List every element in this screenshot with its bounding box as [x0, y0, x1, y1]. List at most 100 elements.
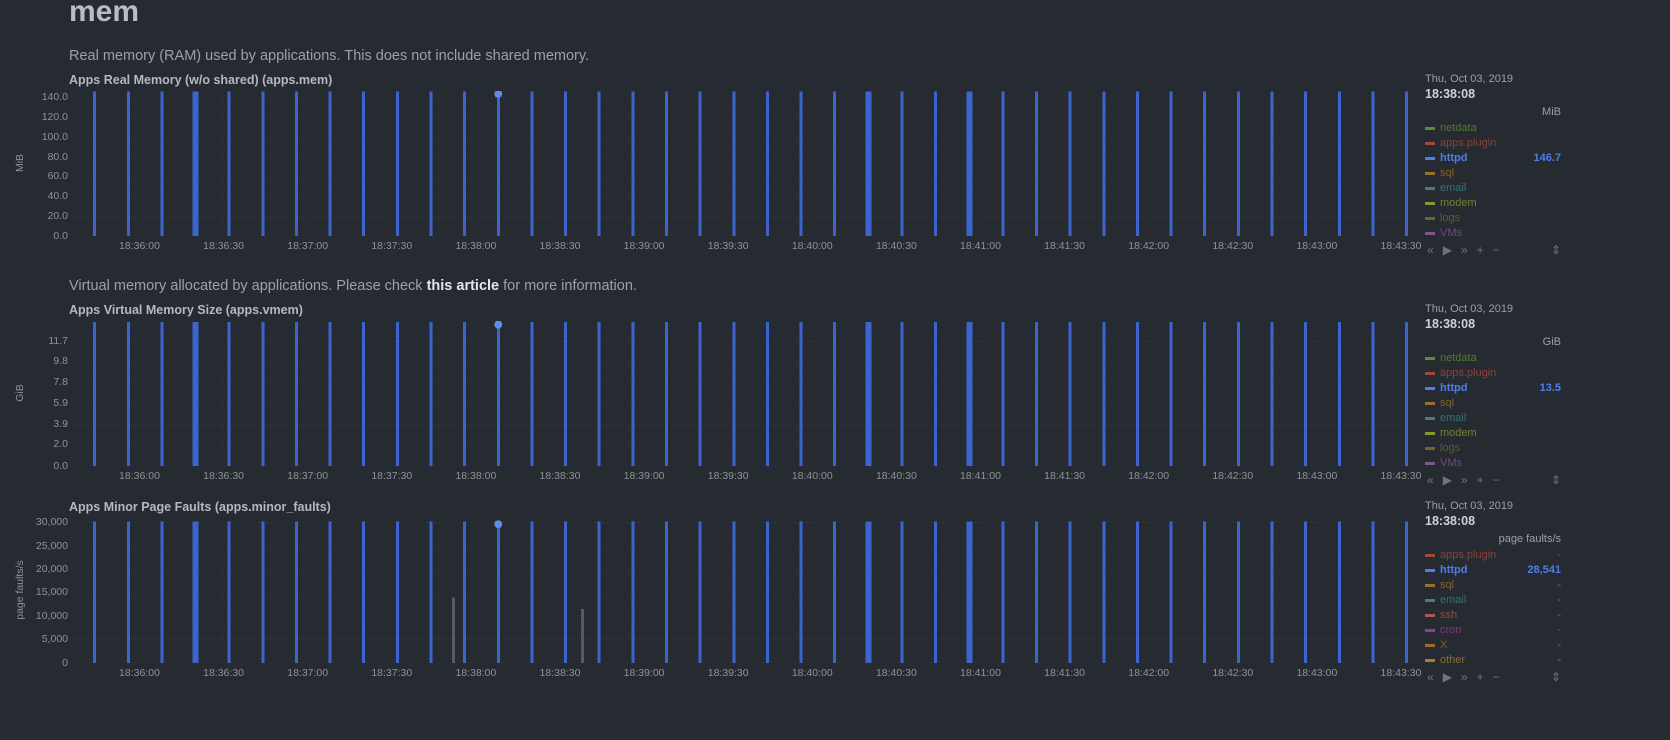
chart-plot-area[interactable]	[75, 320, 1415, 466]
y-axis-label-text: MiB	[14, 153, 26, 173]
x-tick-label: 18:36:00	[119, 469, 160, 482]
description-link[interactable]: this article	[426, 277, 500, 294]
y-axis-label: GiB	[10, 321, 30, 466]
play-icon[interactable]: ▶	[1442, 472, 1452, 487]
x-tick-label: 18:36:30	[203, 469, 244, 482]
y-tick-label: 120.0	[41, 111, 68, 124]
legend-color-swatch	[1425, 431, 1435, 435]
legend-color-swatch	[1425, 628, 1435, 632]
x-tick-label: 18:40:30	[875, 469, 917, 482]
legend-color-swatch	[1425, 371, 1435, 375]
pan-backward-icon[interactable]: «	[1427, 242, 1434, 257]
legend-item-apps-plugin[interactable]: apps.plugin	[1425, 367, 1561, 380]
legend-item-other[interactable]: other -	[1425, 654, 1561, 667]
legend-dimension-value: -	[1557, 639, 1561, 652]
legend-dimension-name: email	[1440, 182, 1467, 195]
zoom-out-icon[interactable]: −	[1492, 242, 1500, 257]
legend-color-swatch	[1425, 216, 1435, 220]
legend-dimension-name: httpd	[1440, 152, 1468, 165]
zoom-in-icon[interactable]: +	[1476, 669, 1484, 684]
legend-item-netdata[interactable]: netdata	[1425, 122, 1561, 135]
x-tick-label: 18:37:00	[287, 469, 329, 482]
chart-description-apps-mem: Real memory (RAM) used by applications. …	[69, 48, 1670, 64]
legend-items: apps.plugin - httpd 28,541 sql - email - ssh - cro…	[1425, 549, 1561, 667]
legend-item-x[interactable]: X-	[1425, 639, 1561, 652]
legend-dimension-value: 13.5	[1539, 382, 1561, 395]
x-tick-label: 18:42:00	[1128, 239, 1170, 252]
legend-item-apps-plugin[interactable]: apps.plugin	[1425, 137, 1561, 150]
legend-date: Thu, Oct 03, 2019	[1425, 499, 1514, 512]
legend-item-modem[interactable]: modem	[1425, 427, 1561, 440]
legend-item-sql[interactable]: sql	[1425, 167, 1561, 180]
legend-item-cron[interactable]: cron -	[1425, 624, 1561, 637]
legend-item-vms[interactable]: VMs	[1425, 457, 1561, 470]
legend-dimension-name: netdata	[1440, 122, 1477, 135]
legend-item-ssh[interactable]: ssh -	[1425, 609, 1561, 622]
x-tick-label: 18:43:00	[1296, 666, 1338, 679]
resize-handle-icon[interactable]: ⇕	[1550, 669, 1561, 684]
x-tick-label: 18:40:00	[791, 666, 833, 679]
pan-forward-icon[interactable]: »	[1460, 669, 1468, 684]
x-tick-label: 18:42:00	[1128, 469, 1170, 482]
x-axis-ticks: 18:36:00 18:36:30 18:37:00 18:37:30 18:38:00…	[75, 663, 1421, 685]
legend-color-swatch	[1425, 126, 1435, 130]
legend-item-httpd[interactable]: httpd 146.7	[1425, 152, 1561, 165]
resize-handle-icon[interactable]: ⇕	[1550, 242, 1561, 257]
resize-handle-icon[interactable]: ⇕	[1550, 472, 1561, 487]
zoom-in-icon[interactable]: +	[1476, 472, 1484, 487]
chart-canvas[interactable]	[75, 517, 1415, 663]
x-tick-label: 18:39:30	[707, 666, 749, 679]
legend-dimension-name: httpd	[1440, 382, 1468, 395]
legend-item-httpd[interactable]: httpd 13.5	[1425, 382, 1561, 395]
pan-backward-icon[interactable]: «	[1427, 669, 1434, 684]
zoom-out-icon[interactable]: −	[1492, 472, 1500, 487]
chart-legend: Thu, Oct 03, 2019 18:38:08 MiB netdata ap…	[1415, 73, 1565, 258]
legend-dimension-name: VMs	[1440, 227, 1462, 240]
legend-item-apps-plugin[interactable]: apps.plugin -	[1425, 549, 1561, 562]
x-tick-label: 18:38:30	[539, 239, 581, 252]
x-tick-label: 18:40:00	[791, 469, 833, 482]
pan-forward-icon[interactable]: »	[1460, 242, 1468, 257]
legend-dimension-value: -	[1557, 594, 1561, 607]
legend-color-swatch	[1425, 401, 1435, 405]
x-tick-label: 18:39:30	[707, 239, 749, 252]
x-tick-label: 18:38:00	[455, 239, 497, 252]
chart-canvas[interactable]	[75, 90, 1415, 236]
x-axis-ticks: 18:36:00 18:36:30 18:37:00 18:37:30 18:38:00…	[75, 236, 1421, 258]
y-tick-label: 40.0	[47, 190, 68, 203]
legend-color-swatch	[1425, 231, 1435, 235]
legend-dimension-name: VMs	[1440, 457, 1462, 470]
y-tick-label: 100.0	[41, 130, 68, 143]
x-tick-label: 18:39:00	[623, 666, 665, 679]
legend-item-email[interactable]: email	[1425, 412, 1561, 425]
chart-toolbar: « ▶ » + − ⇕	[1425, 474, 1561, 488]
legend-item-logs[interactable]: logs	[1425, 212, 1561, 225]
pan-backward-icon[interactable]: «	[1427, 472, 1434, 487]
legend-color-swatch	[1425, 613, 1435, 617]
legend-item-httpd[interactable]: httpd 28,541	[1425, 564, 1561, 577]
legend-color-swatch	[1425, 386, 1435, 390]
play-icon[interactable]: ▶	[1442, 242, 1452, 257]
legend-item-logs[interactable]: logs	[1425, 442, 1561, 455]
legend-item-email[interactable]: email -	[1425, 594, 1561, 607]
x-tick-label: 18:36:30	[203, 239, 244, 252]
zoom-out-icon[interactable]: −	[1492, 669, 1500, 684]
legend-item-modem[interactable]: modem	[1425, 197, 1561, 210]
legend-item-sql[interactable]: sql -	[1425, 579, 1561, 592]
x-axis-ticks: 18:36:00 18:36:30 18:37:00 18:37:30 18:38:00…	[75, 466, 1421, 488]
play-icon[interactable]: ▶	[1442, 669, 1452, 684]
chart-plot-area[interactable]	[75, 517, 1415, 663]
legend-item-vms[interactable]: VMs	[1425, 227, 1561, 240]
y-tick-label: 25,000	[35, 539, 68, 552]
x-tick-label: 18:40:00	[791, 239, 833, 252]
legend-color-swatch	[1425, 553, 1435, 557]
chart-canvas[interactable]	[75, 320, 1415, 466]
pan-forward-icon[interactable]: »	[1460, 472, 1468, 487]
legend-color-swatch	[1425, 416, 1435, 420]
legend-item-email[interactable]: email	[1425, 182, 1561, 195]
chart-plot-area[interactable]	[75, 90, 1415, 236]
zoom-in-icon[interactable]: +	[1476, 242, 1484, 257]
legend-item-sql[interactable]: sql	[1425, 397, 1561, 410]
chart-title: Apps Minor Page Faults (apps.minor_fault…	[69, 499, 331, 514]
legend-item-netdata[interactable]: netdata	[1425, 352, 1561, 365]
